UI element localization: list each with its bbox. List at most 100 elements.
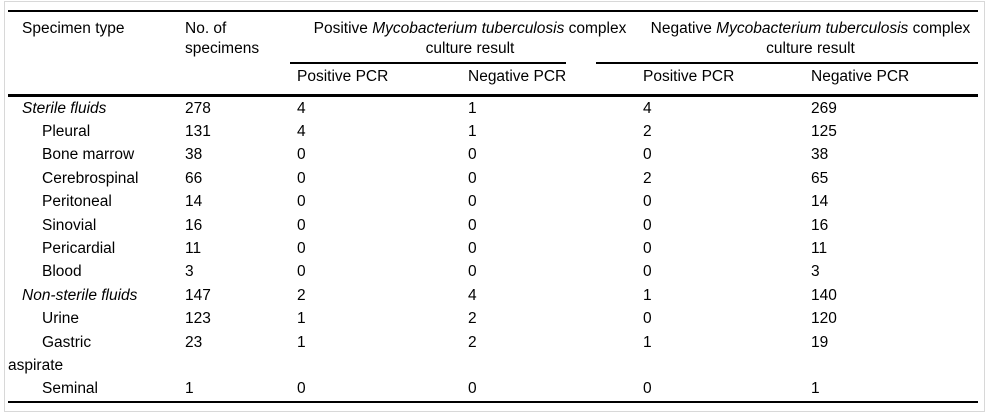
cell-value: 0 — [468, 239, 477, 257]
cell-value: 0 — [468, 146, 477, 164]
cell-value: 1 — [297, 310, 306, 328]
row-label: Bone marrow — [42, 146, 135, 164]
table-row: Sinovial 16 0 0 0 16 — [8, 214, 978, 237]
cell-value: 4 — [297, 99, 306, 117]
group-header-positive-culture: Positive Mycobacterium tuberculosis comp… — [297, 11, 643, 61]
subcol-header-posculture-pospcr: Positive PCR — [297, 68, 389, 86]
row-label: Peritoneal — [42, 193, 112, 211]
cell-value: 65 — [811, 169, 829, 187]
row-label: Pericardial — [42, 239, 116, 257]
cell-value: 0 — [643, 193, 652, 211]
cell-value: 0 — [643, 216, 652, 234]
cell-value: 0 — [468, 380, 477, 398]
group-header-suffix: complex culture result — [425, 20, 627, 57]
cell-value: 38 — [185, 146, 203, 164]
negative-culture-group-rule — [596, 62, 978, 64]
cell-value: 0 — [297, 146, 306, 164]
col-header-num-specimens: No. of specimens — [185, 20, 260, 57]
cell-value: 4 — [643, 99, 652, 117]
cell-value: 14 — [185, 193, 203, 211]
cell-value: 2 — [297, 286, 306, 304]
group-header-suffix: complex culture result — [766, 20, 971, 57]
cell-value: 16 — [811, 216, 829, 234]
cell-value: 0 — [643, 263, 652, 281]
cell-value: 0 — [643, 380, 652, 398]
cell-value: 1 — [643, 333, 652, 351]
table-row: Cerebrospinal 66 0 0 2 65 — [8, 167, 978, 190]
cell-value: 0 — [297, 239, 306, 257]
cell-value: 147 — [185, 286, 211, 304]
row-label: Non-sterile fluids — [22, 286, 138, 304]
table-body: Sterile fluids 278 4 1 4 269 Pleural 131… — [8, 95, 978, 402]
cell-value: 0 — [468, 193, 477, 211]
table-header: Specimen type No. of specimens Positive … — [8, 11, 978, 95]
subcol-header-negculture-negpcr: Negative PCR — [811, 68, 910, 86]
cell-value: 0 — [297, 380, 306, 398]
cell-value: 0 — [297, 216, 306, 234]
row-label: Seminal — [42, 380, 98, 398]
cell-value: 2 — [643, 169, 652, 187]
cell-value: 2 — [468, 310, 477, 328]
cell-value: 1 — [468, 122, 477, 140]
cell-value: 0 — [297, 263, 306, 281]
group-header-negative-culture: Negative Mycobacterium tuberculosis comp… — [643, 11, 978, 61]
cell-value: 140 — [811, 286, 837, 304]
row-label: Blood — [42, 263, 82, 281]
cell-value: 269 — [811, 99, 837, 117]
table-row: Pleural 131 4 1 2 125 — [8, 120, 978, 143]
cell-value: 3 — [811, 263, 820, 281]
cell-value: 0 — [297, 193, 306, 211]
table-row: Gastric aspirate 23 1 2 1 19 — [8, 331, 978, 378]
cell-value: 1 — [811, 380, 820, 398]
row-label: Gastric aspirate — [8, 333, 92, 374]
cell-value: 0 — [643, 310, 652, 328]
row-label: Sterile fluids — [22, 99, 107, 117]
cell-value: 123 — [185, 310, 211, 328]
table-row: Non-sterile fluids 147 2 4 1 140 — [8, 284, 978, 307]
cell-value: 19 — [811, 333, 829, 351]
cell-value: 3 — [185, 263, 194, 281]
cell-value: 125 — [811, 122, 837, 140]
row-label: Urine — [42, 310, 80, 328]
table-row: Seminal 1 0 0 0 1 — [8, 377, 978, 401]
cell-value: 0 — [643, 146, 652, 164]
cell-value: 1 — [185, 380, 194, 398]
cell-value: 278 — [185, 99, 211, 117]
table-row: Peritoneal 14 0 0 0 14 — [8, 190, 978, 213]
cell-value: 1 — [468, 99, 477, 117]
cell-value: 11 — [185, 239, 202, 257]
positive-culture-group-rule — [290, 62, 566, 64]
col-header-specimen-type: Specimen type — [22, 20, 125, 37]
cell-value: 0 — [468, 169, 477, 187]
row-label: Cerebrospinal — [42, 169, 139, 187]
cell-value: 131 — [185, 122, 211, 140]
cell-value: 38 — [811, 146, 829, 164]
cell-value: 14 — [811, 193, 829, 211]
table-row: Urine 123 1 2 0 120 — [8, 307, 978, 330]
cell-value: 0 — [468, 216, 477, 234]
cell-value: 2 — [468, 333, 477, 351]
cell-value: 4 — [297, 122, 306, 140]
table-row: Sterile fluids 278 4 1 4 269 — [8, 95, 978, 120]
row-label: Sinovial — [42, 216, 97, 234]
cell-value: 2 — [643, 122, 652, 140]
species-name: Mycobacterium tuberculosis — [372, 20, 565, 37]
group-header-prefix: Positive — [313, 20, 368, 37]
species-name: Mycobacterium tuberculosis — [716, 20, 909, 37]
cell-value: 0 — [468, 263, 477, 281]
subcol-header-posculture-negpcr: Negative PCR — [468, 68, 567, 86]
cell-value: 4 — [468, 286, 477, 304]
cell-value: 11 — [811, 239, 828, 257]
cell-value: 66 — [185, 169, 203, 187]
cell-value: 0 — [297, 169, 306, 187]
cell-value: 0 — [643, 239, 652, 257]
row-label: Pleural — [42, 122, 91, 140]
cell-value: 120 — [811, 310, 837, 328]
specimen-pcr-culture-table: Specimen type No. of specimens Positive … — [8, 10, 978, 403]
cell-value: 16 — [185, 216, 203, 234]
table-row: Pericardial 11 0 0 0 11 — [8, 237, 978, 260]
table-row: Blood 3 0 0 0 3 — [8, 260, 978, 283]
cell-value: 23 — [185, 333, 203, 351]
group-header-prefix: Negative — [650, 20, 712, 37]
subcol-header-negculture-pospcr: Positive PCR — [643, 68, 735, 86]
